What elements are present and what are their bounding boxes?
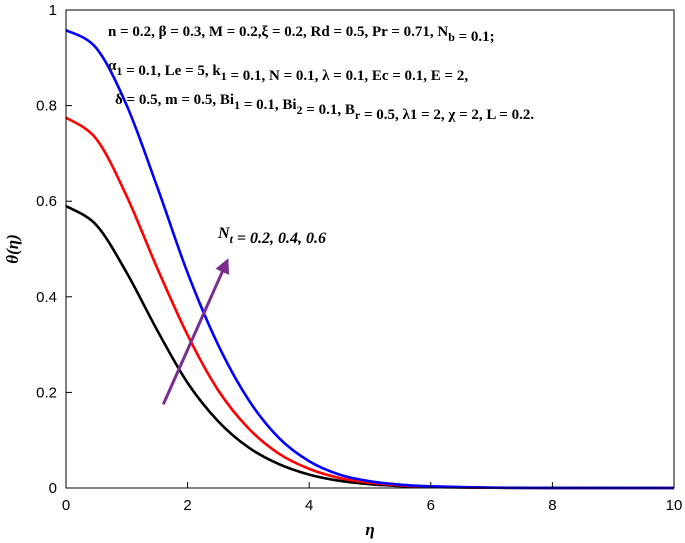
parameter-line-1: n = 0.2, β = 0.3, M = 0.2,ξ = 0.2, Rd = … xyxy=(108,24,495,45)
parameter-line-3: δ = 0.5, m = 0.5, Bi1 = 0.1, Bi2 = 0.1, … xyxy=(115,92,534,123)
nt-annotation-label: Nt = 0.2, 0.4, 0.6 xyxy=(217,225,326,247)
parameter-line-2: α1 = 0.1, Le = 5, k1 = 0.1, N = 0.1, λ =… xyxy=(108,58,468,84)
nt-0.2-curve xyxy=(65,204,675,490)
y-tick-label: 1 xyxy=(49,2,57,19)
x-tick-label: 6 xyxy=(427,497,435,514)
x-tick-label: 4 xyxy=(305,497,313,514)
nt-0.4-curve xyxy=(65,116,675,490)
x-tick-label: 10 xyxy=(666,497,683,514)
y-tick-label: 0.6 xyxy=(36,193,57,210)
y-tick-label: 0.4 xyxy=(36,289,57,306)
nt-increase-arrow xyxy=(161,258,230,405)
nt-0.6-curve xyxy=(65,28,675,490)
plot-frame xyxy=(65,9,675,489)
x-tick-label: 0 xyxy=(62,497,70,514)
y-tick-label: 0.8 xyxy=(36,98,57,115)
x-axis-label: η xyxy=(365,520,374,539)
x-tick-label: 2 xyxy=(183,497,191,514)
x-tick-label: 8 xyxy=(548,497,556,514)
y-axis-label: θ(η) xyxy=(3,234,22,263)
y-tick-label: 0.2 xyxy=(36,384,57,401)
y-tick-label: 0 xyxy=(49,480,57,497)
